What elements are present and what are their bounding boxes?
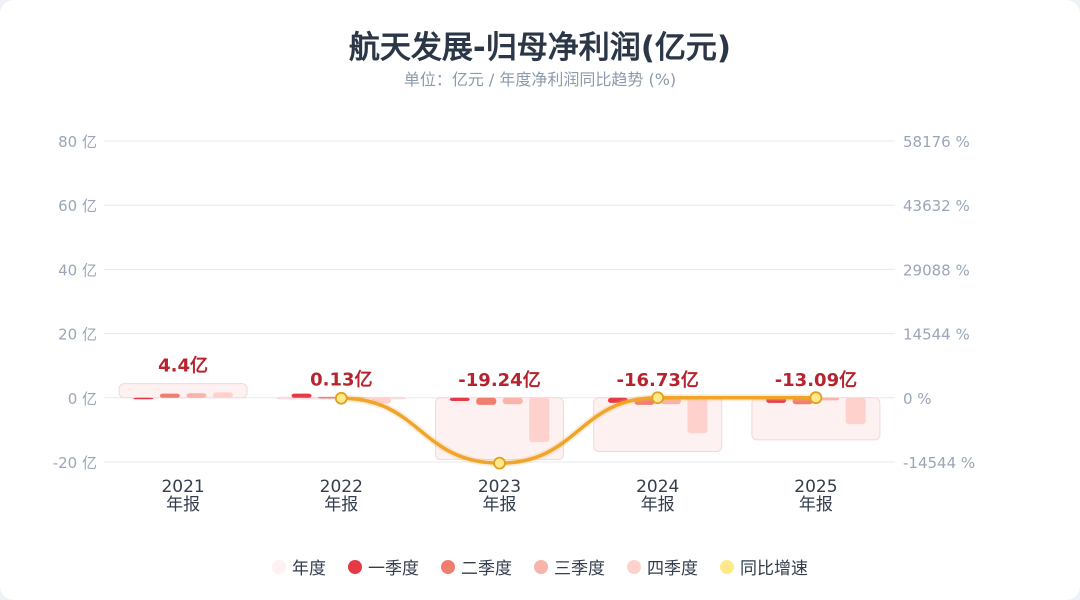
legend-swatch-q1 xyxy=(348,559,362,574)
bar-quarter xyxy=(687,397,708,434)
legend-item-q2[interactable]: 二季度 xyxy=(441,554,512,579)
y-right-tick-label: -14544 % xyxy=(903,454,975,472)
bar-quarter xyxy=(845,397,866,425)
data-label-annual: -16.73亿 xyxy=(616,369,698,391)
y-left-tick-label: 0 亿 xyxy=(68,390,97,408)
bar-quarter xyxy=(819,397,840,401)
bar-quarter xyxy=(159,393,180,398)
bar-quarter xyxy=(476,397,497,405)
y-right-tick-label: 43632 % xyxy=(903,197,970,215)
data-label-annual: 4.4亿 xyxy=(158,355,208,377)
yoy-point xyxy=(809,391,823,405)
legend-label-q4: 四季度 xyxy=(647,559,698,579)
chart-subtitle: 单位：亿元 / 年度净利润同比趋势 (%) xyxy=(403,70,677,89)
legend-item-annual[interactable]: 年度 xyxy=(272,554,326,579)
x-tick-label-year: 2024 xyxy=(636,477,679,497)
data-label-annual: 0.13亿 xyxy=(310,368,372,390)
bar-quarter xyxy=(529,397,550,443)
x-tick-label-period: 年报 xyxy=(641,495,675,515)
y-right-tick-label: 58176 % xyxy=(903,133,970,151)
legend-swatch-q2 xyxy=(441,559,455,574)
x-tick-label-year: 2025 xyxy=(794,477,837,497)
bar-quarter xyxy=(212,392,233,398)
bar-quarter xyxy=(133,397,154,400)
x-tick-label-period: 年报 xyxy=(166,495,200,515)
legend-item-q3[interactable]: 三季度 xyxy=(534,554,605,579)
chart-title: 航天发展-归母净利润(亿元) xyxy=(348,30,732,66)
x-tick-label-year: 2022 xyxy=(320,477,363,497)
x-tick-label-period: 年报 xyxy=(324,495,358,515)
x-tick-label-year: 2021 xyxy=(161,477,204,497)
yoy-point xyxy=(651,391,665,405)
y-left-tick-label: 80 亿 xyxy=(58,133,97,151)
legend-swatch-yoy xyxy=(720,559,734,574)
data-label-annual: -13.09亿 xyxy=(775,369,857,391)
x-tick-label-period: 年报 xyxy=(799,495,833,515)
y-left-tick-label: -20 亿 xyxy=(53,454,97,472)
y-right-tick-label: 0 % xyxy=(903,390,932,408)
yoy-point xyxy=(334,391,348,405)
legend-label-q3: 三季度 xyxy=(554,559,605,579)
bar-quarter xyxy=(318,396,339,399)
y-right-tick-label: 14544 % xyxy=(903,326,970,344)
y-left-tick-label: 60 亿 xyxy=(58,197,97,215)
legend-item-q1[interactable]: 一季度 xyxy=(348,554,419,579)
bar-quarter xyxy=(502,397,523,405)
chart-legend: 年度 一季度 二季度 三季度 四季度 同比增速 xyxy=(0,554,1080,579)
bar-quarter xyxy=(449,397,470,402)
bar-quarter xyxy=(291,393,312,398)
legend-label-yoy: 同比增速 xyxy=(740,559,808,579)
data-label-annual: -19.24亿 xyxy=(458,369,540,391)
legend-label-q2: 二季度 xyxy=(461,559,512,579)
bar-quarter xyxy=(186,393,207,398)
yoy-line xyxy=(339,395,818,465)
legend-item-q4[interactable]: 四季度 xyxy=(627,554,698,579)
legend-swatch-q4 xyxy=(627,559,641,574)
legend-swatch-q3 xyxy=(534,559,548,574)
legend-label-annual: 年度 xyxy=(292,559,326,579)
legend-label-q1: 一季度 xyxy=(368,559,419,579)
x-tick-label-year: 2023 xyxy=(478,477,521,497)
legend-swatch-annual xyxy=(272,559,286,574)
yoy-point xyxy=(493,456,506,470)
legend-item-yoy[interactable]: 同比增速 xyxy=(720,554,808,579)
y-left-tick-label: 40 亿 xyxy=(58,261,97,279)
x-tick-label-period: 年报 xyxy=(483,495,517,515)
y-right-tick-label: 29088 % xyxy=(903,261,970,279)
y-left-tick-label: 20 亿 xyxy=(58,326,97,344)
